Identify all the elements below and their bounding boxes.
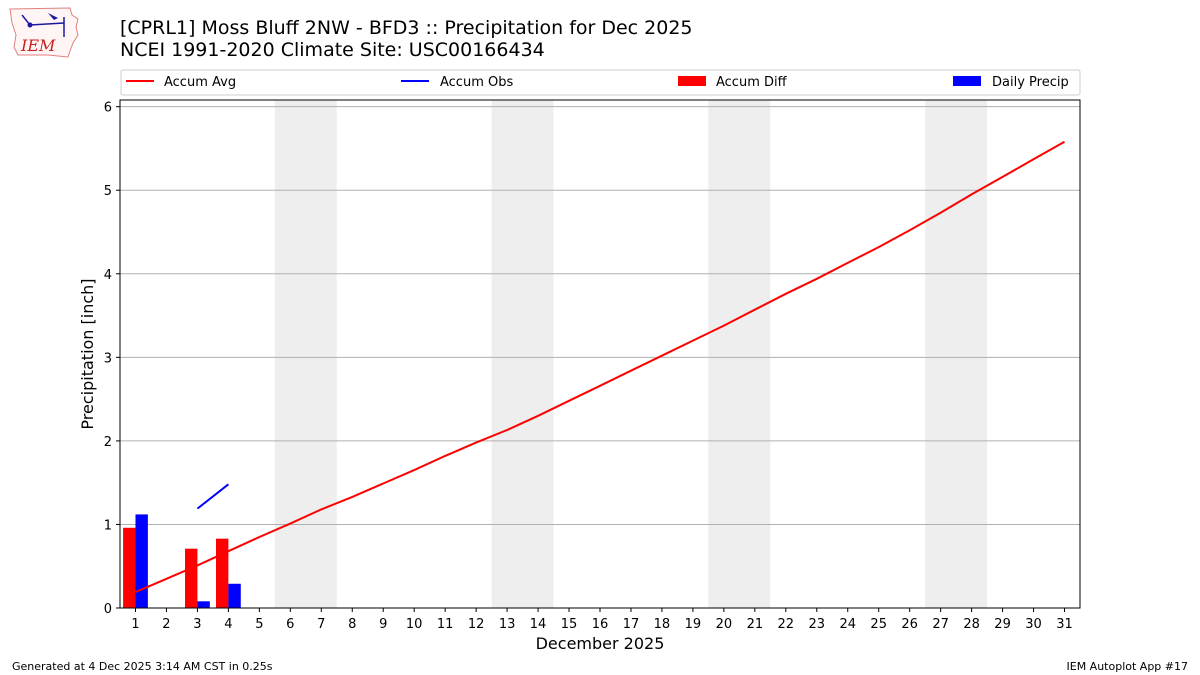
accum-diff-bar-3	[185, 548, 198, 608]
weekend-shade-1	[274, 100, 337, 608]
bars	[123, 514, 241, 608]
lines	[135, 140, 1065, 594]
x-tick-label-2: 2	[162, 617, 170, 632]
x-tick-label-27: 27	[932, 617, 949, 632]
x-tick-label-17: 17	[623, 617, 640, 632]
y-axis-ticks: 0 1 2 3 4 5 6	[104, 101, 120, 617]
y-tick-label-2: 2	[104, 435, 112, 450]
x-tick-label-22: 22	[778, 617, 795, 632]
x-tick-label-12: 12	[468, 617, 485, 632]
x-tick-label-25: 25	[870, 617, 887, 632]
x-tick-label-19: 19	[685, 617, 702, 632]
accum-diff-bar-4	[216, 538, 229, 608]
iem-logo-icon: IEM	[9, 7, 79, 58]
x-tick-label-14: 14	[530, 617, 547, 632]
legend-box	[120, 69, 1081, 96]
daily-precip-bar-4	[228, 583, 241, 608]
legend-swatch-daily-precip	[953, 76, 981, 86]
x-tick-label-6: 6	[286, 617, 294, 632]
x-tick-label-21: 21	[747, 617, 764, 632]
weekend-shade-3	[708, 100, 771, 608]
legend-label-daily-precip: Daily Precip	[992, 75, 1069, 90]
x-tick-label-24: 24	[839, 617, 856, 632]
weekend-shade-2	[491, 100, 554, 608]
gridlines	[120, 106, 1080, 525]
y-axis-label: Precipitation [inch]	[78, 278, 97, 429]
x-tick-label-13: 13	[499, 617, 516, 632]
y-tick-label-6: 6	[104, 101, 112, 116]
x-tick-label-15: 15	[561, 617, 578, 632]
legend-label-accum-obs: Accum Obs	[440, 75, 513, 90]
legend-label-accum-avg: Accum Avg	[164, 75, 236, 90]
chart-title: [CPRL1] Moss Bluff 2NW - BFD3 :: Precipi…	[120, 17, 693, 39]
x-tick-label-8: 8	[348, 617, 356, 632]
footer-generated-text: Generated at 4 Dec 2025 3:14 AM CST in 0…	[12, 660, 273, 673]
weekend-shading	[274, 100, 988, 608]
x-tick-label-20: 20	[716, 617, 733, 632]
x-tick-label-5: 5	[255, 617, 263, 632]
x-axis-ticks: 1 2 3 4 5 6 7 8 9 10 11 12 13 14 15 16 17 18 19 20 21 22 23 24 2…	[131, 608, 1073, 632]
y-tick-label-4: 4	[104, 268, 112, 283]
accum-obs-line	[196, 483, 230, 510]
x-axis-label: December 2025	[536, 634, 665, 653]
legend: Accum Avg Accum Obs Accum Diff Daily Pre…	[120, 69, 1081, 96]
accum-avg-line	[135, 140, 1065, 594]
legend-swatch-accum-diff	[678, 76, 706, 86]
chart-subtitle: NCEI 1991-2020 Climate Site: USC00166434	[120, 39, 545, 61]
footer-app-text: IEM Autoplot App #17	[1066, 660, 1189, 673]
x-tick-label-10: 10	[406, 617, 423, 632]
y-tick-label-5: 5	[104, 184, 112, 199]
x-tick-label-11: 11	[437, 617, 454, 632]
y-tick-label-3: 3	[104, 351, 112, 366]
x-tick-label-28: 28	[963, 617, 980, 632]
x-tick-label-26: 26	[901, 617, 918, 632]
x-tick-label-31: 31	[1056, 617, 1073, 632]
x-tick-label-3: 3	[193, 617, 201, 632]
y-tick-label-0: 0	[104, 602, 112, 617]
x-tick-label-7: 7	[317, 617, 325, 632]
iem-logo: IEM	[8, 5, 83, 60]
x-tick-label-23: 23	[809, 617, 826, 632]
x-tick-label-30: 30	[1025, 617, 1042, 632]
x-tick-label-29: 29	[994, 617, 1011, 632]
daily-precip-bar-3	[197, 601, 210, 608]
legend-label-accum-diff: Accum Diff	[716, 75, 788, 90]
x-tick-label-9: 9	[379, 617, 387, 632]
x-tick-label-16: 16	[592, 617, 609, 632]
weekend-shade-4	[925, 100, 988, 608]
daily-precip-bar-1	[135, 514, 148, 608]
x-tick-label-1: 1	[131, 617, 139, 632]
y-tick-label-1: 1	[104, 518, 112, 533]
logo-text: IEM	[20, 36, 56, 55]
x-tick-label-18: 18	[654, 617, 671, 632]
x-tick-label-4: 4	[224, 617, 232, 632]
accum-diff-bar-1	[123, 527, 136, 608]
